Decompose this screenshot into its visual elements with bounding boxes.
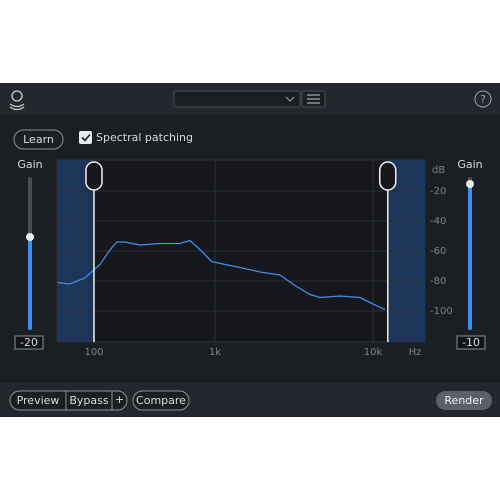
preset-dropdown[interactable] xyxy=(173,90,301,108)
slider-thumb[interactable] xyxy=(26,233,34,241)
y-tick-label: -100 xyxy=(430,306,453,317)
slider-fill xyxy=(468,184,472,330)
gain-label: Gain xyxy=(17,158,42,171)
dropdown-arrow xyxy=(285,96,295,102)
checkbox[interactable] xyxy=(79,131,92,144)
help-icon: ? xyxy=(480,93,486,106)
gain-label: Gain xyxy=(457,158,482,171)
logo xyxy=(9,90,25,111)
learn-button[interactable] xyxy=(13,129,64,150)
button-group xyxy=(9,390,128,411)
y-tick-label: -80 xyxy=(430,276,446,287)
render-button[interactable]: Render xyxy=(444,394,484,407)
plot-layer xyxy=(57,160,425,342)
spectrum-line xyxy=(57,239,386,311)
slider-fill xyxy=(28,237,32,330)
y-tick-label: -60 xyxy=(430,246,446,257)
y-unit: dB xyxy=(432,165,445,176)
compare-button[interactable]: Compare xyxy=(136,394,186,407)
value-box[interactable] xyxy=(14,335,44,350)
x-unit: Hz xyxy=(409,347,422,358)
checkbox-label: Spectral patching xyxy=(96,131,193,144)
gain-value: -20 xyxy=(20,336,38,349)
x-tick-label: 1k xyxy=(209,347,221,358)
band-handle[interactable] xyxy=(85,161,103,191)
preview-button[interactable]: Preview xyxy=(17,394,60,407)
help-button[interactable] xyxy=(474,90,492,108)
checkmark xyxy=(81,133,91,142)
slider-thumb[interactable] xyxy=(466,180,474,188)
compare-button-bg[interactable] xyxy=(132,390,190,411)
gain-value: -10 xyxy=(462,336,480,349)
y-tick-label: -40 xyxy=(430,216,446,227)
menu-icon xyxy=(307,94,320,104)
band-handle[interactable] xyxy=(379,161,397,191)
add-button[interactable]: + xyxy=(115,393,124,406)
y-tick-label: -20 xyxy=(430,186,446,197)
bypass-button[interactable]: Bypass xyxy=(69,394,109,407)
value-box[interactable] xyxy=(456,335,486,350)
render-button-bg[interactable] xyxy=(436,391,492,410)
x-tick-label: 100 xyxy=(84,347,103,358)
learn-label: Learn xyxy=(23,133,54,146)
x-tick-label: 10k xyxy=(364,347,383,358)
